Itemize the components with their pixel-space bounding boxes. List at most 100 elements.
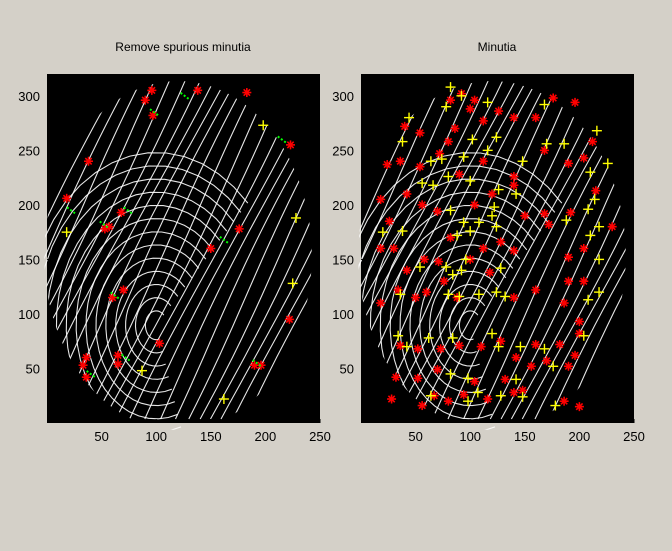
fingerprint-ridge [383,80,550,420]
minutia-star-marker [376,298,386,308]
fingerprint-ridge [417,80,592,420]
fingerprint-ridge [358,165,556,430]
spurious-link-marker [179,92,190,100]
minutia-plus-marker [61,227,72,238]
fingerprint-ridge [125,284,179,367]
x-tick-label: 250 [623,429,645,444]
minutia-plus-marker [487,328,498,339]
fingerprint-ridge [95,244,200,407]
minutia-star-marker [417,401,427,411]
minutia-star-marker [439,276,449,286]
minutia-plus-marker [452,230,463,241]
minutia-star-marker [542,356,552,366]
minutia-plus-marker [517,391,528,402]
fingerprint-ridge [115,270,186,380]
minutia-plus-marker [443,289,454,300]
minutia-plus-marker [423,332,434,343]
minutia-star-marker [454,169,464,179]
minutia-star-marker [476,342,486,352]
minutia-star-marker [520,211,530,221]
minutia-plus-marker [428,180,439,191]
minutia-star-marker [559,298,569,308]
minutia-star-marker [116,208,126,218]
minutia-plus-marker [137,365,148,376]
minutia-plus-marker [495,390,506,401]
axes-left-ticks: 50 100 150 200 250 50 100 150 200 250 300 [18,89,331,444]
minutia-plus-marker [456,90,467,101]
minutia-plus-marker [594,254,605,265]
spurious-link-marker [121,353,131,362]
minutia-plus-marker [493,341,504,352]
x-tick-label: 100 [459,429,481,444]
fingerprint-ridge [510,80,626,420]
fingerprint-ridge [85,231,207,420]
fingerprint-ridge [44,80,132,420]
minutia-plus-marker [511,188,522,199]
minutia-star-marker [485,267,495,277]
minutia-plus-marker [491,221,502,232]
minutia-star-marker [432,365,442,375]
minutia-star-marker [509,293,519,303]
minutia-star-marker [500,374,510,384]
minutia-star-marker [563,276,573,286]
minutia-plus-marker [436,154,447,165]
fingerprint-ridge [210,80,312,420]
minutia-plus-marker [397,226,408,237]
minutia-star-marker [193,85,203,95]
minutia-star-marker [487,189,497,199]
minutia-star-marker [78,360,88,370]
minutia-star-marker [206,244,216,253]
minutia-plus-marker [491,132,502,143]
minutia-star-marker [415,162,425,172]
minutia-star-marker [395,156,405,166]
minutia-star-marker [478,116,488,126]
spurious-link-marker [110,291,120,300]
minutia-star-marker [284,314,294,324]
minutia-star-marker [531,339,541,349]
spurious-link-marker [219,235,229,244]
minutia-star-marker [384,216,394,226]
minutia-star-marker [62,193,72,203]
minutia-plus-marker [218,394,229,405]
spurious-link-marker [149,108,159,116]
minutia-plus-marker [287,278,298,289]
fingerprint-ridge [199,80,312,420]
axes-left: Remove spurious minutia 50 100 150 200 25050… [18,40,331,444]
minutia-star-marker [496,336,506,346]
minutia-star-marker [579,276,589,286]
minutia-plus-marker [456,265,467,276]
minutia-star-marker [548,93,558,103]
minutia-star-marker [118,285,128,295]
minutia-star-marker [411,293,421,303]
minutia-star-marker [434,257,444,267]
fingerprint-ridge [45,178,235,430]
minutia-plus-marker [500,291,511,302]
minutia-plus-marker [425,156,436,167]
y-tick-label: 50 [26,361,40,376]
minutia-star-marker [387,394,397,404]
minutia-plus-marker [559,138,570,149]
minutia-star-marker [563,252,573,262]
minutia-plus-marker [539,99,550,110]
minutia-star-marker [140,95,150,105]
fingerprint-ridge [82,80,249,420]
minutia-plus-marker [550,400,561,411]
minutia-star-marker [470,377,480,387]
minutia-star-marker [509,387,519,397]
axes-right: Minutia 50 100 150 200 250 50 100 150 200 250 300 [332,40,645,444]
minutia-plus-marker [539,343,550,354]
fingerprint-ridge [71,80,238,420]
minutia-plus-marker [473,289,484,300]
fingerprint-ridge [419,257,507,393]
minutia-star-marker [446,233,456,243]
minutia-plus-marker [463,396,474,407]
spurious-link-marker [86,370,96,378]
minutia-plus-marker [417,178,428,189]
minutia-plus-marker [472,387,483,398]
fingerprint-ridge [44,80,157,420]
minutia-star-marker [579,244,589,253]
fingerprint-ridge [93,80,260,420]
fingerprint-ridge [55,191,228,430]
minutia-star-marker [389,244,399,253]
